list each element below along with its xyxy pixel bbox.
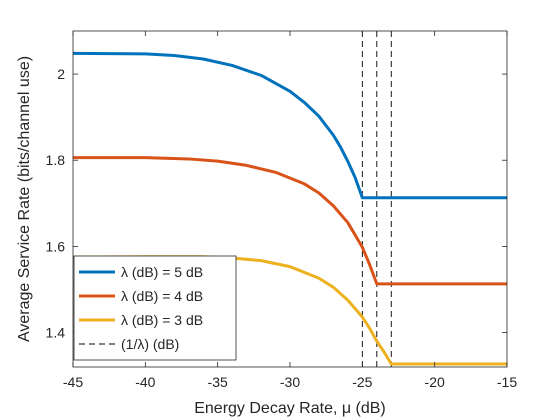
x-tick-label: -15 — [497, 374, 517, 390]
x-tick-label: -35 — [208, 374, 228, 390]
legend: λ (dB) = 5 dB λ (dB) = 4 dB λ (dB) = 3 dB (… — [73, 255, 237, 361]
x-axis: -45 -40 -35 -30 -25 -20 -15 — [63, 31, 517, 390]
legend-entry: λ (dB) = 4 dB — [121, 288, 203, 304]
y-tick-label: 1.6 — [46, 238, 66, 254]
x-tick-label: -30 — [280, 374, 300, 390]
y-tick-label: 1.8 — [46, 152, 66, 168]
y-tick-label: 1.4 — [46, 325, 66, 341]
reference-lines — [361, 31, 392, 367]
legend-entry: λ (dB) = 5 dB — [121, 264, 203, 280]
legend-entry: λ (dB) = 3 dB — [121, 312, 203, 328]
x-tick-label: -40 — [135, 374, 155, 390]
y-tick-label: 2 — [57, 66, 65, 82]
x-tick-label: -20 — [425, 374, 445, 390]
x-tick-label: -45 — [63, 374, 83, 390]
legend-entry: (1/λ) (dB) — [121, 336, 179, 352]
x-tick-label: -25 — [352, 374, 372, 390]
y-axis-label: Average Service Rate (bits/channel use) — [16, 56, 33, 342]
series-line-2 — [73, 156, 507, 286]
x-axis-label: Energy Decay Rate, μ (dB) — [194, 400, 386, 417]
series-line-1 — [72, 51, 507, 200]
